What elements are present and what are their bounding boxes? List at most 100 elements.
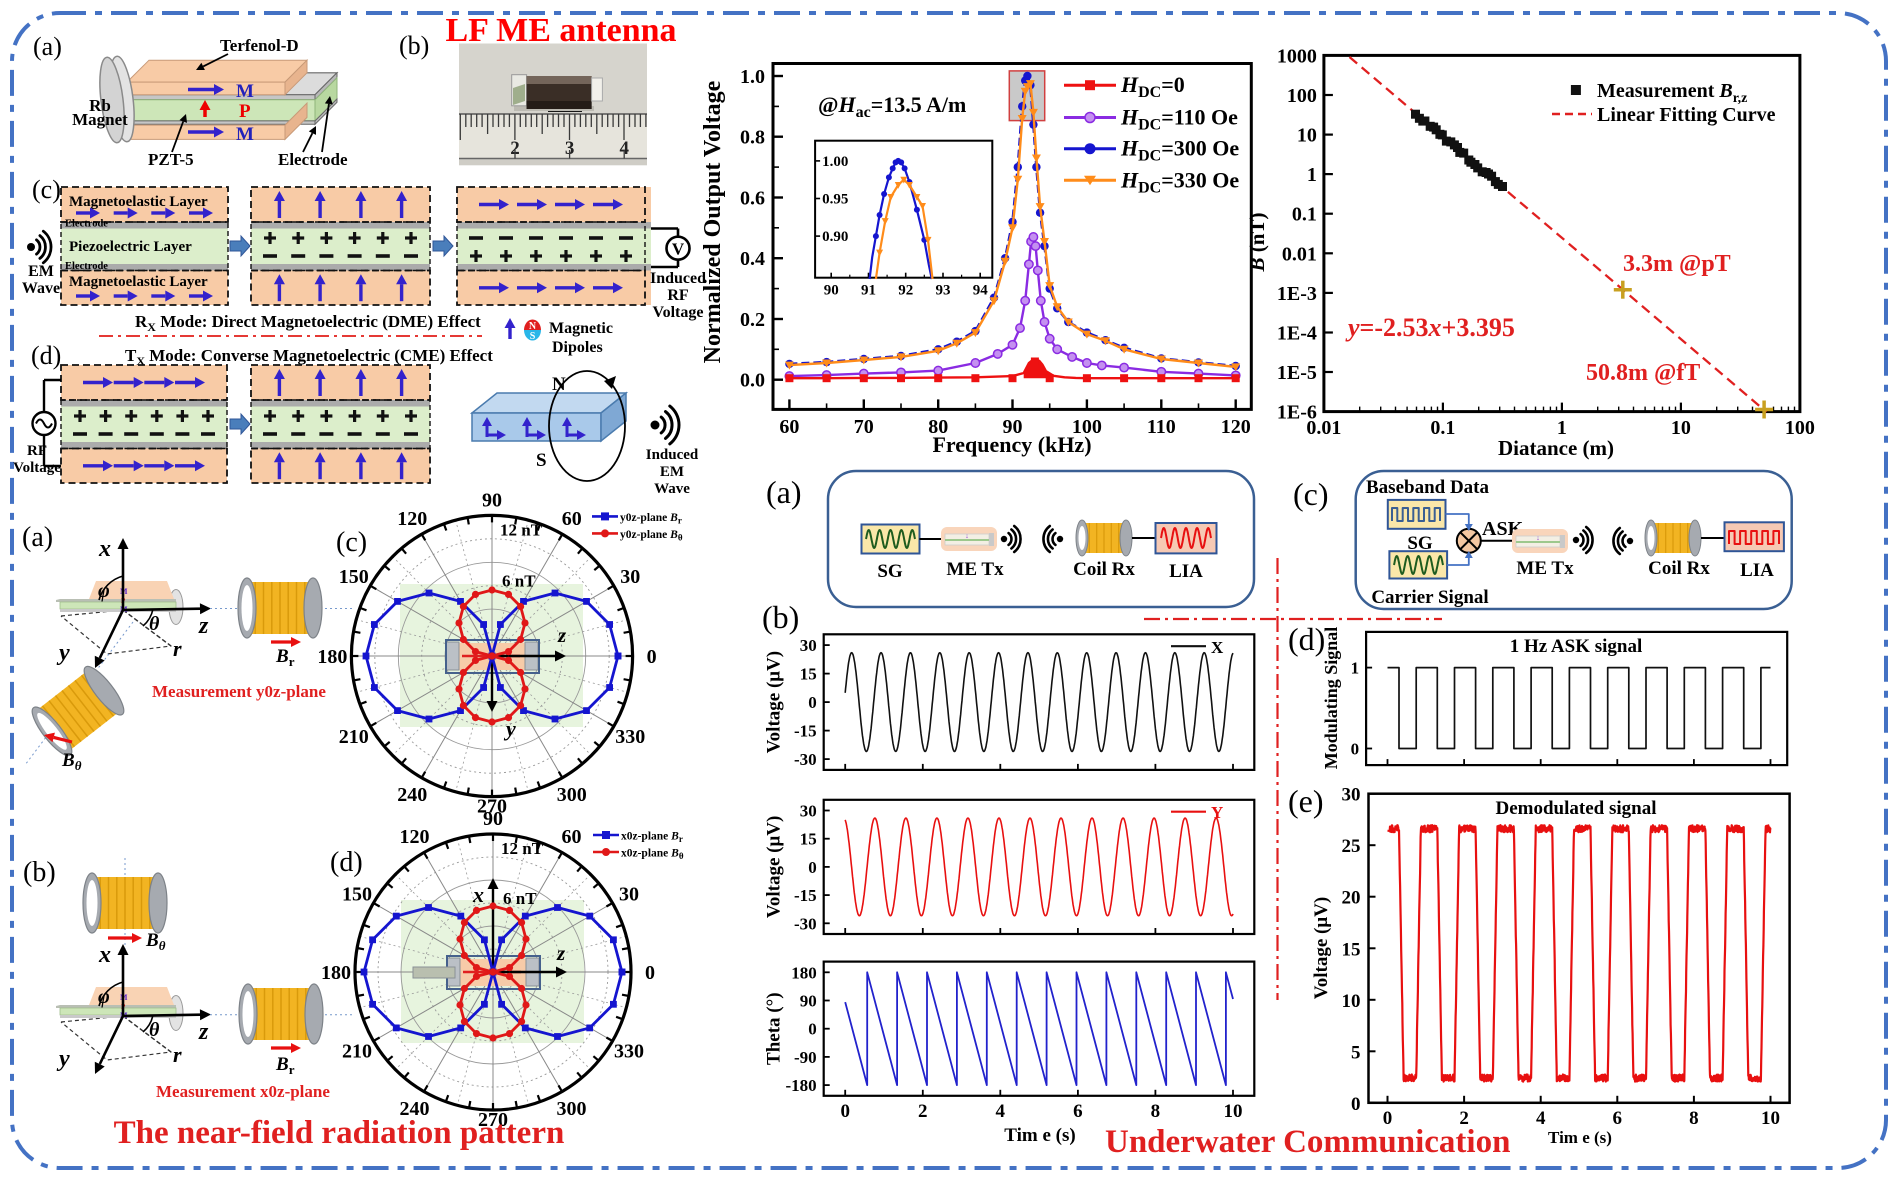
svg-text:0.8: 0.8 [740,127,765,149]
svg-text:1.0: 1.0 [740,66,765,88]
svg-text:10: 10 [1224,1101,1243,1122]
svg-text:(a): (a) [22,522,53,553]
svg-text:(c): (c) [336,527,367,558]
svg-text:Tim e (s): Tim e (s) [1548,1128,1612,1147]
svg-text:90: 90 [800,992,817,1011]
svg-text:0: 0 [1351,1094,1361,1115]
svg-text:(d): (d) [330,847,363,878]
svg-text:θ: θ [149,613,160,635]
svg-text:Magnetic: Magnetic [549,320,613,337]
svg-text:120: 120 [397,508,427,530]
svg-text:90: 90 [483,808,503,830]
svg-text:Measurement y0z-plane: Measurement y0z-plane [152,682,326,701]
svg-text:TX Mode: Converse Magnetoelect: TX Mode: Converse Magnetoelectric (CME) … [125,346,493,368]
svg-text:(a): (a) [766,474,802,510]
svg-text:0.4: 0.4 [740,248,765,270]
svg-text:Rb: Rb [89,96,111,115]
svg-text:60: 60 [562,508,582,530]
svg-text:Diatance (m): Diatance (m) [1498,436,1614,460]
svg-text:180: 180 [317,646,347,668]
svg-text:150: 150 [342,884,372,906]
svg-text:12 nT: 12 nT [500,520,543,539]
svg-text:LF ME antenna: LF ME antenna [445,12,676,49]
svg-text:Carrier Signal: Carrier Signal [1371,587,1488,608]
svg-text:Electrode: Electrode [65,219,108,230]
svg-text:0: 0 [647,646,657,668]
svg-text:210: 210 [342,1041,372,1063]
svg-text:(b): (b) [762,599,799,635]
svg-text:y: y [56,1046,70,1072]
svg-text:25: 25 [1342,836,1361,857]
svg-text:x: x [98,942,111,968]
svg-text:3: 3 [565,138,575,159]
svg-text:10: 10 [1671,417,1691,439]
svg-text:270: 270 [478,1109,508,1131]
svg-text:X: X [1211,638,1224,657]
svg-text:-90: -90 [794,1048,817,1067]
svg-text:120: 120 [400,826,430,848]
svg-text:-15: -15 [794,886,817,905]
svg-text:-180: -180 [786,1076,817,1095]
svg-text:x0z-plane Bθ: x0z-plane Bθ [621,848,684,862]
svg-text:0.95: 0.95 [822,192,848,208]
svg-text:φ: φ [98,580,110,602]
svg-text:V: V [672,240,685,259]
svg-text:θ: θ [149,1019,160,1041]
svg-text:12 nT: 12 nT [501,839,544,858]
svg-text:6 nT: 6 nT [502,572,536,591]
svg-text:1E-3: 1E-3 [1277,283,1317,305]
svg-text:LIA: LIA [1740,560,1774,581]
svg-text:Coil Rx: Coil Rx [1648,558,1710,579]
svg-text:ME Tx: ME Tx [946,559,1004,580]
svg-text:SG: SG [1407,533,1433,554]
svg-text:Magnet: Magnet [72,110,128,129]
svg-text:r: r [173,1042,182,1067]
svg-text:6: 6 [1073,1101,1083,1122]
svg-text:300: 300 [557,784,587,806]
svg-text:-15: -15 [794,722,817,741]
svg-text:N: N [529,321,537,332]
svg-text:0: 0 [808,858,817,877]
svg-text:1000: 1000 [1277,45,1317,67]
svg-text:(e): (e) [1288,783,1324,819]
svg-text:3.3m @pT: 3.3m @pT [1623,251,1731,277]
svg-text:y0z-plane Br: y0z-plane Br [620,512,682,526]
svg-text:Br: Br [275,646,295,669]
svg-text:1E-6: 1E-6 [1277,402,1317,424]
svg-text:Coil Rx: Coil Rx [1073,559,1135,580]
svg-text:100: 100 [1072,416,1102,438]
svg-text:(d): (d) [1288,621,1325,657]
svg-text:Tim e (s): Tim e (s) [1004,1125,1075,1146]
svg-text:Theta (°): Theta (°) [764,992,785,1065]
svg-text:50.8m @fT: 50.8m @fT [1586,360,1700,386]
svg-text:N: N [552,374,566,395]
svg-text:240: 240 [400,1098,430,1120]
svg-text:6 nT: 6 nT [503,889,537,908]
svg-text:6: 6 [1613,1108,1623,1129]
svg-text:90: 90 [482,489,502,511]
svg-text:Voltage: Voltage [13,460,61,476]
svg-text:Y: Y [1211,803,1223,822]
svg-text:Bθ: Bθ [145,930,166,953]
svg-text:60: 60 [779,416,799,438]
svg-text:240: 240 [397,784,427,806]
svg-text:(c): (c) [1293,476,1329,512]
svg-text:z: z [198,613,209,639]
svg-text:Electrode: Electrode [65,261,108,272]
svg-text:1E-4: 1E-4 [1277,323,1317,345]
svg-text:PZT-5: PZT-5 [148,150,194,169]
svg-text:180: 180 [791,963,817,982]
svg-text:Terfenol-D: Terfenol-D [220,36,299,55]
svg-text:(c): (c) [32,175,61,204]
svg-text:110: 110 [1147,416,1176,438]
svg-text:Electrode: Electrode [278,150,348,169]
svg-text:100: 100 [1287,85,1317,107]
svg-text:15: 15 [800,665,817,684]
svg-text:15: 15 [800,830,817,849]
svg-text:Baseband Data: Baseband Data [1366,477,1489,498]
svg-text:RF: RF [667,287,689,304]
svg-text:x: x [472,882,484,907]
svg-text:(b): (b) [23,857,56,888]
svg-text:330: 330 [614,1041,644,1063]
svg-text:φ: φ [98,986,110,1008]
